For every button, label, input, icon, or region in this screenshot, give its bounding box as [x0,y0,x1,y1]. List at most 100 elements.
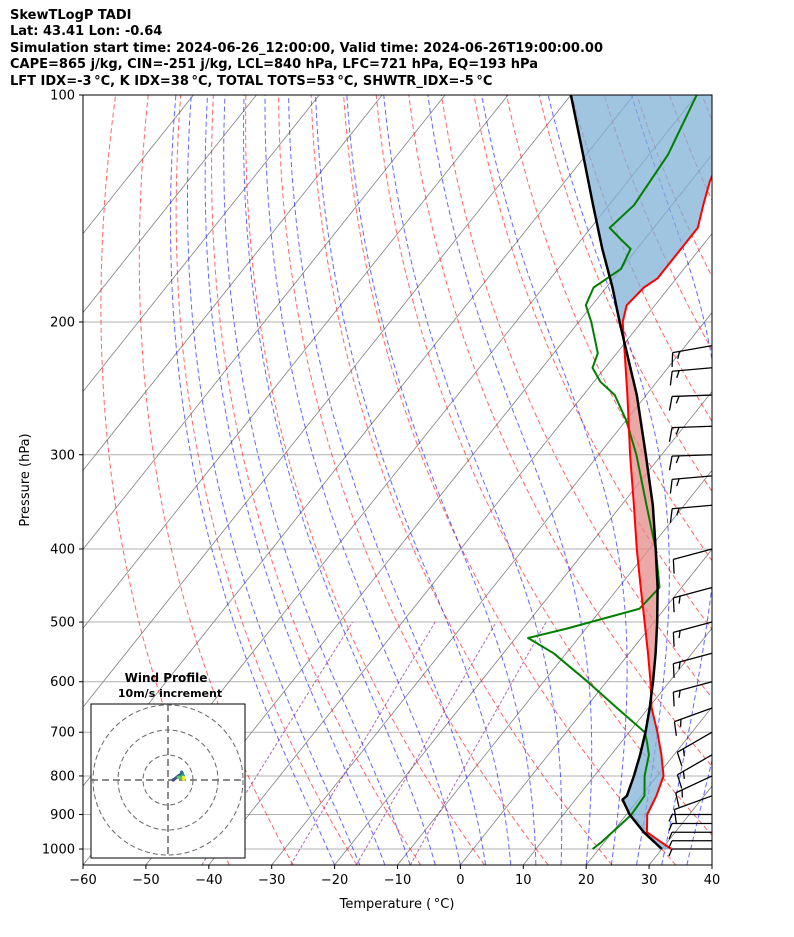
isotherm-0 [460,548,712,865]
mixing-ratio-line [409,621,547,865]
chart-header: SkewTLogP TADI Lat: 43.41 Lon: -0.64 Sim… [10,8,603,90]
wind-barb [668,822,712,831]
wind-barb [668,840,712,848]
dry-adiabat [138,95,294,865]
wind-barb [676,731,713,767]
chart-grid [83,95,794,865]
wind-barb [668,425,713,442]
dry-adiabat [538,95,712,493]
wind-barb [671,345,713,367]
dry-adiabat [375,95,712,836]
hodograph-subtitle: 10m/s increment [118,687,222,700]
x-axis-label: Temperature ( °C) [339,897,455,912]
wind-barb [676,754,713,789]
mixing-ratio-line [355,621,497,865]
cin-area [570,95,712,342]
mixing-ratio-line [290,621,436,865]
hodograph-inset: Wind Profile 10m/s increment [90,671,246,859]
dry-adiabat [343,95,677,865]
temperature-line [621,173,712,850]
isotherm-20 [585,706,712,865]
moist-adiabat [346,95,537,865]
wind-barb [668,848,712,857]
y-tick-label: 400 [50,542,75,557]
dry-adiabat [767,95,794,865]
isotherm-40 [711,864,712,865]
isotherm--90 [83,95,509,629]
moist-adiabat [204,95,386,865]
x-tick-label: −60 [69,873,96,888]
dry-adiabat [245,95,485,865]
x-tick-label: 10 [515,873,532,888]
hodograph-title: Wind Profile [125,671,208,685]
y-tick-label: 800 [50,769,75,784]
hodograph-trace [171,770,186,782]
wind-barb [668,813,712,822]
moist-adiabat [631,95,712,865]
isotherm--80 [83,95,572,708]
wind-barb [673,795,713,824]
axis-ticks: −60 −50 −40 −30 −20 −10 0 10 20 30 40 1000 900 800 700… [42,89,720,889]
wind-barb [668,394,713,411]
dry-adiabat [701,95,712,122]
isotherm--20 [334,390,712,865]
wind-barb [669,504,713,524]
dry-adiabat [473,95,712,631]
wind-barb [668,454,713,471]
cape-area [623,341,658,698]
x-tick-label: −50 [132,873,159,888]
moist-adiabat [288,95,487,865]
x-tick-label: 20 [578,873,595,888]
indices-line-1: CAPE=865 j/kg, CIN=-251 j/kg, LCL=840 hP… [10,57,538,73]
isotherm--110 [83,95,383,472]
wind-barb [675,775,713,807]
moist-adiabat [315,95,512,865]
x-tick-label: −10 [384,873,411,888]
wind-barb [672,548,713,574]
dewpoint-line [527,95,698,850]
moist-adiabat [264,95,461,865]
moist-adiabat [187,95,361,865]
isotherm--10 [397,469,712,865]
x-tick-label: 0 [456,873,464,888]
x-tick-label: −20 [321,873,348,888]
time-line: Simulation start time: 2024-06-26_12:00:… [10,40,603,56]
x-tick-label: −40 [195,873,222,888]
x-tick-label: 30 [641,873,658,888]
wind-barb [669,367,713,386]
parcel-line [569,95,663,850]
location-line: Lat: 43.41 Lon: -0.64 [10,24,163,40]
y-axis-label: Pressure (hPa) [18,433,33,526]
dry-adiabat [278,95,549,865]
isotherm--120 [83,95,320,393]
dry-adiabat [211,95,422,865]
x-tick-label: 40 [704,873,721,888]
y-tick-label: 200 [50,315,75,330]
y-tick-label: 600 [50,675,75,690]
dry-adiabat [408,95,712,768]
isotherm--30 [271,311,712,865]
isotherm--140 [83,95,194,235]
isotherm--100 [83,95,446,550]
moist-adiabat [383,95,563,865]
cape-cin-fills [570,95,712,849]
dry-adiabat [440,95,712,699]
wind-barb [673,707,713,736]
moist-adiabat [481,95,628,865]
moist-adiabat [170,95,336,865]
y-tick-label: 300 [50,448,75,463]
y-tick-label: 100 [50,89,75,104]
moist-adiabat [223,95,411,865]
wind-barbs [668,345,713,857]
y-tick-label: 500 [50,616,75,631]
wind-barb [672,681,713,707]
y-tick-label: 1000 [42,843,75,858]
y-tick-label: 900 [50,808,75,823]
isotherm-10 [522,627,712,865]
dry-adiabat [735,95,794,865]
wind-barb [672,586,713,613]
dry-adiabat [310,95,613,865]
dry-adiabat [571,95,712,423]
indices-line-2: LFT IDX=-3 °C, K IDX=38 °C, TOTAL TOTS=5… [10,73,493,89]
